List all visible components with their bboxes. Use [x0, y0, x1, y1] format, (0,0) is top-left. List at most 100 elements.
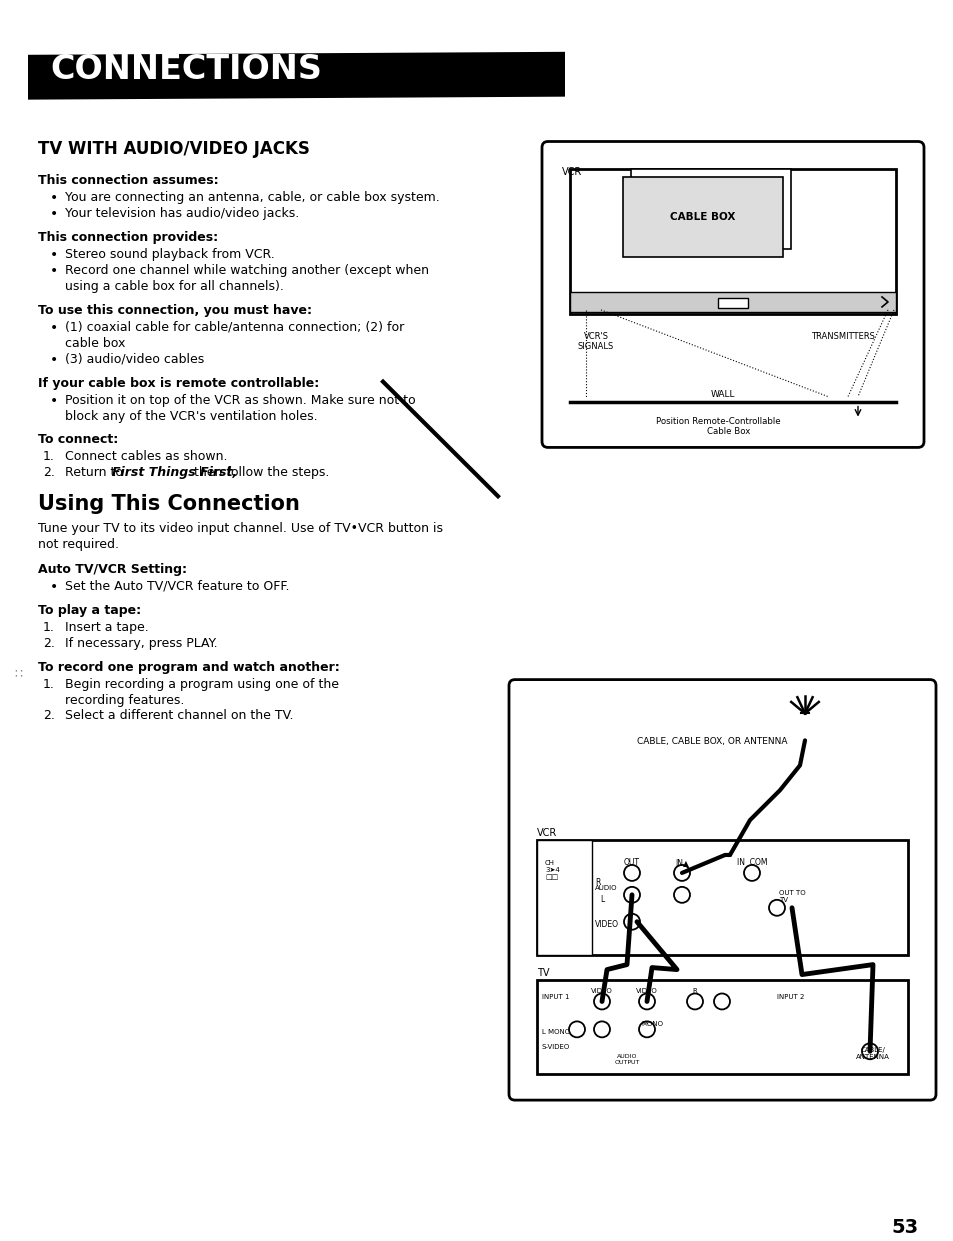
Text: TV WITH AUDIO/VIDEO JACKS: TV WITH AUDIO/VIDEO JACKS	[38, 139, 310, 158]
Text: VCR: VCR	[561, 168, 581, 177]
Text: WALL: WALL	[710, 390, 735, 398]
Text: VCR: VCR	[537, 828, 557, 838]
Text: •: •	[50, 248, 58, 262]
Circle shape	[594, 1021, 609, 1037]
FancyBboxPatch shape	[509, 680, 935, 1100]
FancyBboxPatch shape	[541, 141, 923, 448]
Circle shape	[623, 887, 639, 902]
Text: This connection assumes:: This connection assumes:	[38, 175, 218, 187]
Text: L: L	[599, 895, 603, 903]
Bar	[569, 170, 895, 314]
Text: (1) coaxial cable for cable/antenna connection; (2) for: (1) coaxial cable for cable/antenna conn…	[65, 321, 404, 334]
Text: Tune your TV to its video input channel. Use of TV•VCR button is: Tune your TV to its video input channel.…	[38, 522, 442, 535]
Text: CABLE/
ANTENNA: CABLE/ ANTENNA	[855, 1047, 889, 1060]
Text: not required.: not required.	[38, 539, 119, 551]
Circle shape	[673, 887, 689, 902]
Text: To play a tape:: To play a tape:	[38, 604, 141, 617]
Circle shape	[862, 1044, 877, 1060]
Text: CH
3➤4
□□: CH 3➤4 □□	[544, 860, 559, 880]
Text: Connect cables as shown.: Connect cables as shown.	[65, 450, 227, 463]
Text: 1.: 1.	[43, 620, 55, 634]
Bar	[622, 177, 782, 257]
Text: Set the Auto TV/VCR feature to OFF.: Set the Auto TV/VCR feature to OFF.	[65, 580, 289, 593]
Text: R: R	[692, 988, 697, 994]
Text: Select a different channel on the TV.: Select a different channel on the TV.	[65, 710, 294, 722]
Text: recording features.: recording features.	[65, 694, 184, 706]
Bar	[537, 979, 907, 1075]
Text: •: •	[50, 321, 58, 335]
Text: OUT TO
TV: OUT TO TV	[779, 890, 804, 903]
Text: TV: TV	[537, 968, 549, 978]
Text: then follow the steps.: then follow the steps.	[190, 467, 329, 479]
Text: Begin recording a program using one of the: Begin recording a program using one of t…	[65, 678, 338, 690]
Text: AUDIO
OUTPUT: AUDIO OUTPUT	[614, 1055, 639, 1065]
Circle shape	[713, 994, 729, 1009]
Bar	[537, 840, 592, 954]
Circle shape	[568, 1021, 584, 1037]
Text: INPUT 1: INPUT 1	[541, 994, 569, 1000]
Text: VCR'S
SIGNALS: VCR'S SIGNALS	[578, 331, 614, 351]
Text: You are connecting an antenna, cable, or cable box system.: You are connecting an antenna, cable, or…	[65, 191, 439, 205]
Text: Insert a tape.: Insert a tape.	[65, 620, 149, 634]
Text: L MONO: L MONO	[541, 1029, 570, 1035]
Text: Auto TV/VCR Setting:: Auto TV/VCR Setting:	[38, 563, 187, 576]
Text: If your cable box is remote controllable:: If your cable box is remote controllable…	[38, 377, 319, 390]
Bar	[718, 298, 747, 308]
Text: If necessary, press PLAY.: If necessary, press PLAY.	[65, 637, 217, 650]
Circle shape	[639, 994, 655, 1009]
Text: 2.: 2.	[43, 637, 55, 650]
Circle shape	[768, 900, 784, 916]
Text: 53: 53	[890, 1217, 918, 1237]
Polygon shape	[28, 52, 564, 99]
Text: VIDEO: VIDEO	[591, 988, 612, 994]
Text: CONNECTIONS: CONNECTIONS	[50, 53, 321, 87]
Text: To record one program and watch another:: To record one program and watch another:	[38, 660, 339, 674]
Text: (3) audio/video cables: (3) audio/video cables	[65, 352, 204, 366]
Text: 1.: 1.	[43, 678, 55, 690]
Text: To connect:: To connect:	[38, 433, 118, 447]
Text: Using This Connection: Using This Connection	[38, 494, 299, 514]
Text: AUDIO: AUDIO	[595, 877, 617, 891]
Text: block any of the VCR's ventilation holes.: block any of the VCR's ventilation holes…	[65, 410, 317, 422]
Text: IN▲: IN▲	[675, 858, 688, 867]
Text: Stereo sound playback from VCR.: Stereo sound playback from VCR.	[65, 248, 274, 261]
Text: •: •	[50, 580, 58, 594]
Circle shape	[594, 994, 609, 1009]
Text: CABLE BOX: CABLE BOX	[670, 212, 735, 222]
Text: First Things First,: First Things First,	[112, 467, 236, 479]
Circle shape	[743, 865, 760, 881]
Text: Position it on top of the VCR as shown. Make sure not to: Position it on top of the VCR as shown. …	[65, 393, 416, 407]
Text: OUT: OUT	[623, 858, 639, 867]
Text: Your television has audio/video jacks.: Your television has audio/video jacks.	[65, 207, 299, 220]
Text: TRANSMITTERS: TRANSMITTERS	[810, 331, 874, 341]
Text: •: •	[50, 191, 58, 205]
Text: VIDEO: VIDEO	[595, 920, 618, 928]
Text: ∷: ∷	[14, 668, 22, 680]
Circle shape	[623, 865, 639, 881]
Text: •: •	[50, 393, 58, 407]
Circle shape	[639, 1021, 655, 1037]
Text: Position Remote-Controllable
        Cable Box: Position Remote-Controllable Cable Box	[655, 417, 780, 436]
Text: 2.: 2.	[43, 710, 55, 722]
Bar	[630, 170, 790, 249]
Circle shape	[686, 994, 702, 1009]
Circle shape	[623, 913, 639, 930]
Text: To use this connection, you must have:: To use this connection, you must have:	[38, 304, 312, 316]
Text: This connection provides:: This connection provides:	[38, 231, 218, 244]
Text: using a cable box for all channels).: using a cable box for all channels).	[65, 280, 284, 293]
Bar	[569, 292, 895, 311]
Text: IN  COM: IN COM	[736, 858, 766, 867]
Circle shape	[673, 865, 689, 881]
Text: CABLE, CABLE BOX, OR ANTENNA: CABLE, CABLE BOX, OR ANTENNA	[636, 737, 786, 746]
Text: VIDEO: VIDEO	[636, 988, 658, 994]
Text: Return to: Return to	[65, 467, 127, 479]
Text: 2.: 2.	[43, 467, 55, 479]
Text: cable box: cable box	[65, 336, 125, 350]
Text: S-VIDEO: S-VIDEO	[541, 1045, 570, 1050]
Text: MONO: MONO	[640, 1021, 662, 1028]
Bar	[537, 840, 907, 954]
Text: INPUT 2: INPUT 2	[776, 994, 803, 1000]
Text: R: R	[595, 877, 599, 887]
Text: •: •	[50, 264, 58, 278]
Text: •: •	[50, 352, 58, 367]
